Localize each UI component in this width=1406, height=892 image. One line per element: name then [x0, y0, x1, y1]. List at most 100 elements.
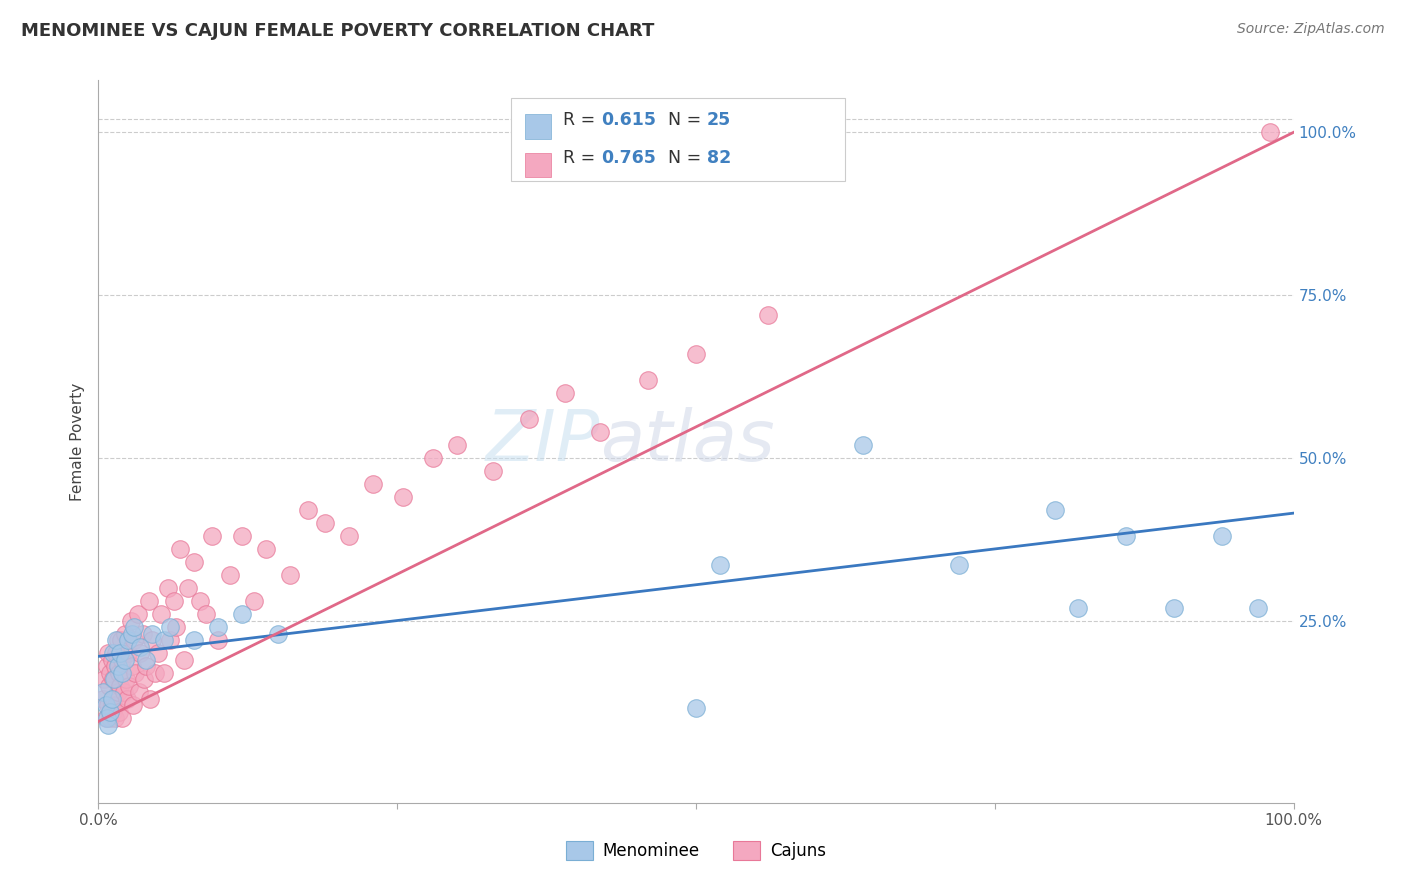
Point — [114, 652, 136, 666]
Point — [1067, 600, 1090, 615]
Point — [108, 679, 131, 693]
Point — [114, 626, 136, 640]
Point — [101, 672, 124, 686]
Point — [91, 691, 114, 706]
Point — [219, 568, 242, 582]
Point — [117, 633, 139, 648]
Point — [93, 672, 115, 686]
Point — [153, 665, 176, 680]
Point — [1258, 125, 1281, 139]
Point — [120, 614, 142, 628]
Point — [104, 659, 127, 673]
Text: R =: R = — [564, 111, 600, 129]
Point — [243, 594, 266, 608]
Point — [1211, 529, 1233, 543]
Point — [105, 633, 128, 648]
Point — [104, 711, 127, 725]
Point — [267, 626, 290, 640]
Point — [128, 685, 150, 699]
Point — [115, 691, 138, 706]
Point — [115, 672, 138, 686]
Point — [1043, 503, 1066, 517]
Point — [392, 490, 415, 504]
Point — [107, 633, 129, 648]
Point — [756, 308, 779, 322]
Point — [103, 672, 125, 686]
Point — [97, 646, 120, 660]
Point — [111, 711, 134, 725]
Point — [685, 346, 707, 360]
Point — [156, 581, 179, 595]
Point — [121, 626, 143, 640]
Point — [100, 691, 122, 706]
Point — [118, 679, 141, 693]
Point — [422, 450, 444, 465]
Point — [231, 529, 253, 543]
FancyBboxPatch shape — [510, 98, 845, 181]
Text: ZIP: ZIP — [486, 407, 600, 476]
Point — [183, 555, 205, 569]
Point — [127, 607, 149, 621]
Point — [183, 633, 205, 648]
Point — [94, 711, 117, 725]
Point — [148, 646, 170, 660]
Point — [97, 698, 120, 713]
Point — [207, 633, 229, 648]
Point — [297, 503, 319, 517]
Point — [195, 607, 218, 621]
Point — [141, 626, 163, 640]
Point — [108, 646, 131, 660]
Point — [254, 541, 277, 556]
Point — [1247, 600, 1270, 615]
Point — [589, 425, 612, 439]
Point — [207, 620, 229, 634]
Point — [112, 685, 135, 699]
Point — [101, 705, 124, 719]
Point — [1115, 529, 1137, 543]
Point — [1163, 600, 1185, 615]
Point — [948, 558, 970, 573]
Point — [159, 633, 181, 648]
Point — [135, 659, 157, 673]
Point — [111, 665, 134, 680]
Point — [149, 607, 172, 621]
Point — [111, 652, 134, 666]
Point — [339, 529, 361, 543]
Point — [110, 633, 132, 648]
Point — [107, 665, 129, 680]
Point — [117, 646, 139, 660]
Point — [105, 646, 128, 660]
Point — [201, 529, 224, 543]
Point — [103, 691, 125, 706]
Text: 25: 25 — [707, 111, 731, 129]
Point — [141, 633, 163, 648]
Point — [98, 711, 122, 725]
Point — [481, 464, 505, 478]
Text: 82: 82 — [707, 149, 731, 168]
Text: 0.615: 0.615 — [602, 111, 657, 129]
Point — [278, 568, 301, 582]
Point — [163, 594, 186, 608]
Point — [138, 594, 160, 608]
Point — [517, 411, 540, 425]
Point — [107, 659, 129, 673]
Text: MENOMINEE VS CAJUN FEMALE POVERTY CORRELATION CHART: MENOMINEE VS CAJUN FEMALE POVERTY CORREL… — [21, 22, 654, 40]
Point — [124, 665, 146, 680]
Point — [165, 620, 187, 634]
Text: N =: N = — [668, 149, 707, 168]
Point — [107, 705, 129, 719]
Point — [100, 698, 122, 713]
Point — [139, 691, 162, 706]
Bar — [524, 153, 551, 177]
Point — [132, 672, 155, 686]
Point — [315, 516, 337, 530]
Point — [554, 385, 576, 400]
Point — [135, 652, 157, 666]
Point — [98, 665, 122, 680]
Point — [107, 685, 129, 699]
Text: R =: R = — [564, 149, 600, 168]
Point — [98, 705, 122, 719]
Point — [105, 698, 128, 713]
Text: Source: ZipAtlas.com: Source: ZipAtlas.com — [1237, 22, 1385, 37]
Text: N =: N = — [668, 111, 707, 129]
